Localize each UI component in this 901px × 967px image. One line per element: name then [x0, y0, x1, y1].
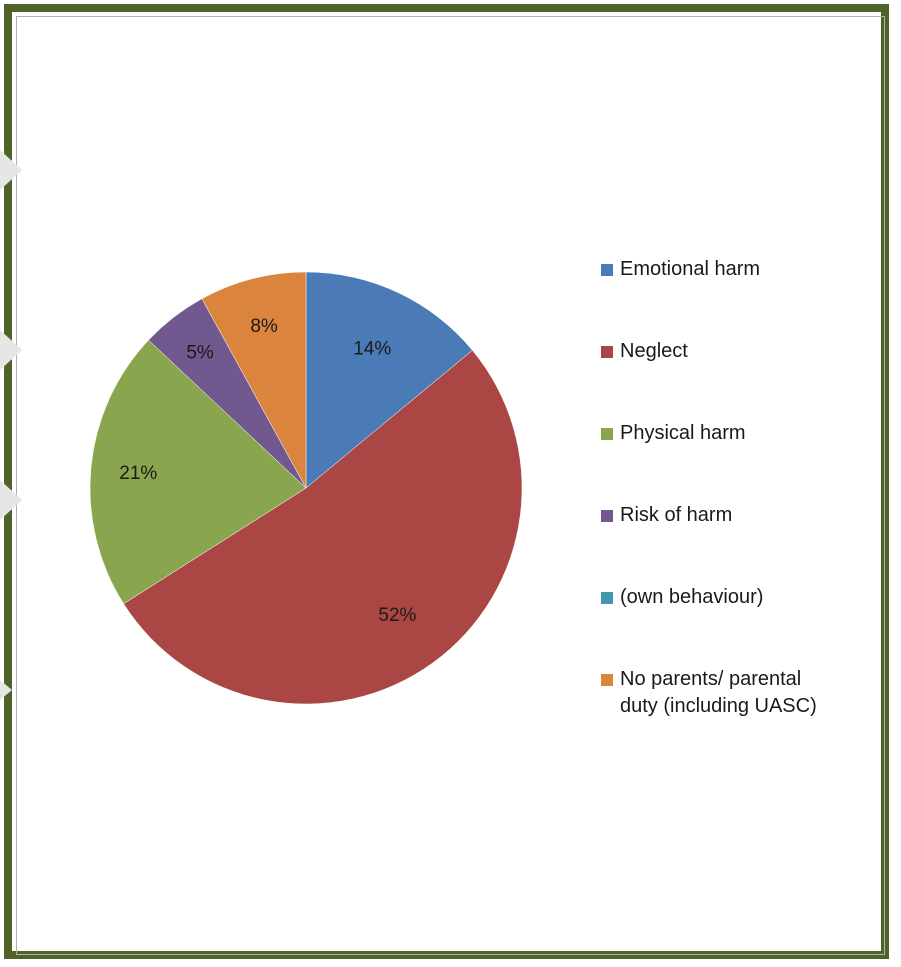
pie-slice-no-parents-parental-duty-including-uasc	[201, 271, 307, 489]
legend-swatch	[601, 428, 613, 440]
data-label: 52%	[378, 605, 416, 626]
legend-item: Physical harm	[601, 420, 746, 447]
legend-label: No parents/ parental duty (including UAS…	[620, 668, 817, 717]
legend-label: Neglect	[620, 340, 688, 362]
legend-label: Risk of harm	[620, 504, 733, 526]
legend-label: Emotional harm	[620, 258, 761, 280]
legend-swatch	[601, 346, 613, 358]
pie-slice-neglect	[123, 349, 523, 705]
chart-inner-border	[16, 16, 885, 955]
legend-item: (own behaviour)	[601, 584, 763, 611]
legend-item: No parents/ parental duty (including UAS…	[601, 666, 817, 720]
legend-item: Neglect	[601, 338, 688, 365]
pie-slice-emotional-harm	[305, 271, 473, 489]
data-label: 14%	[353, 338, 391, 359]
edge-marks	[0, 150, 22, 700]
legend-swatch	[601, 510, 613, 522]
pie-slice-physical-harm	[89, 339, 307, 605]
legend-item: Emotional harm	[601, 256, 760, 283]
legend-label: Physical harm	[620, 422, 746, 444]
legend-swatch	[601, 264, 613, 276]
legend-item: Risk of harm	[601, 502, 732, 529]
data-label: 21%	[119, 463, 157, 484]
legend-label: (own behaviour)	[620, 586, 764, 608]
legend-swatch	[601, 592, 613, 604]
legend-swatch	[601, 674, 613, 686]
data-label: 8%	[250, 316, 278, 337]
data-label: 5%	[186, 342, 214, 363]
